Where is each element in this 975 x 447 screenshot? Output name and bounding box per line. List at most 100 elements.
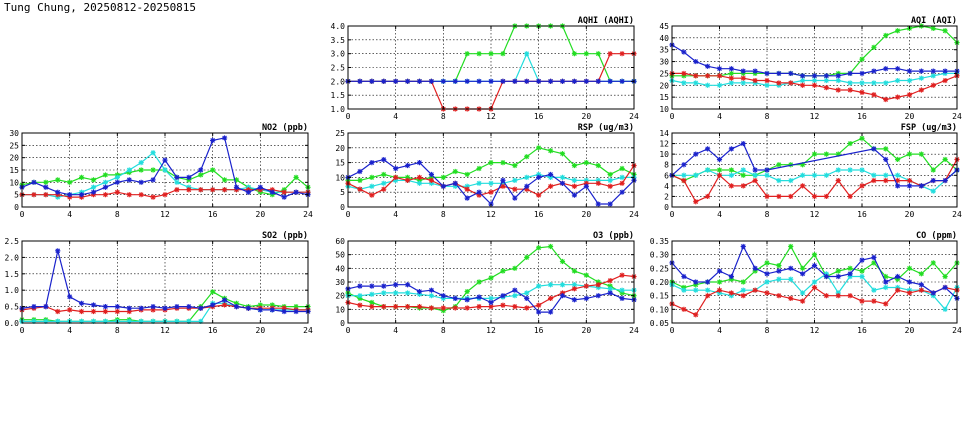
data-point-green (859, 268, 865, 274)
x-tick-label: 12 (810, 112, 820, 121)
data-point-red (823, 193, 829, 200)
data-point-red (476, 304, 482, 310)
data-point-red (823, 293, 829, 299)
data-point-red (705, 73, 711, 79)
data-point-blue (823, 273, 829, 280)
data-point-red (357, 186, 363, 192)
data-point-blue (393, 282, 399, 288)
x-tick-label: 20 (582, 326, 592, 335)
data-point-cyan (369, 291, 375, 297)
data-point-blue (800, 271, 806, 277)
data-point-blue (67, 294, 73, 300)
data-point-green (918, 271, 924, 277)
data-point-green (811, 151, 818, 157)
data-point-blue (404, 282, 411, 288)
data-point-green (716, 167, 723, 173)
data-point-green (895, 28, 901, 34)
y-tick-label: 1.0 (5, 286, 20, 295)
y-tick-label: 0 (340, 319, 345, 328)
y-tick-label: 10 (9, 178, 19, 187)
data-point-blue (452, 295, 458, 301)
x-tick-label: 24 (303, 326, 313, 335)
x-tick-label: 24 (629, 326, 639, 335)
data-point-blue (895, 66, 901, 72)
data-point-blue (571, 78, 578, 84)
data-point-cyan (906, 287, 913, 293)
data-point-red (150, 194, 156, 200)
data-point-blue (476, 189, 482, 195)
data-point-green (476, 165, 482, 172)
data-point-red (716, 73, 723, 79)
x-tick-label: 16 (857, 112, 867, 121)
y-tick-label: 0.0 (5, 319, 20, 328)
data-point-red (811, 193, 818, 200)
data-point-blue (559, 78, 566, 84)
data-point-blue (752, 265, 758, 271)
data-point-cyan (847, 167, 853, 173)
data-point-red (693, 312, 699, 318)
data-point-cyan (393, 290, 399, 296)
data-point-green (512, 162, 518, 169)
data-point-red (174, 187, 180, 193)
data-point-blue (942, 177, 948, 184)
data-point-red (126, 192, 132, 198)
data-point-blue (776, 70, 782, 77)
data-point-red (440, 305, 446, 311)
data-point-cyan (930, 73, 936, 79)
data-point-red (488, 189, 494, 195)
data-point-green (835, 268, 841, 274)
data-point-red (583, 180, 589, 186)
data-point-red (31, 192, 37, 198)
y-tick-label: 40 (335, 264, 345, 273)
y-tick-label: 4 (664, 182, 669, 191)
data-point-blue (452, 180, 458, 186)
data-point-green (547, 243, 554, 250)
data-point-cyan (800, 172, 806, 178)
data-point-cyan (464, 183, 470, 189)
data-point-green (871, 44, 877, 50)
data-point-cyan (500, 180, 506, 186)
data-point-cyan (930, 188, 936, 194)
data-point-green (571, 51, 578, 57)
x-tick-label: 20 (905, 326, 915, 335)
data-point-cyan (811, 77, 818, 84)
data-point-blue (369, 78, 375, 84)
data-point-green (500, 160, 506, 166)
data-point-cyan (126, 318, 132, 324)
data-point-red (906, 177, 913, 184)
data-point-green (728, 167, 734, 173)
data-point-red (536, 302, 542, 308)
data-point-green (835, 151, 841, 157)
data-point-red (67, 307, 73, 313)
data-point-red (619, 272, 625, 278)
data-point-green (906, 151, 913, 157)
data-point-green (883, 273, 889, 280)
data-point-cyan (150, 150, 156, 156)
chart-rsp: 0 4 8 12 16 20 24 0 5 10 15 20 25 RSP (ug/m3) (335, 123, 639, 219)
chart-title: AQI (AQI) (911, 16, 957, 26)
y-tick-label: 2.0 (331, 77, 346, 86)
x-tick-label: 4 (393, 210, 398, 219)
data-point-blue (381, 283, 387, 289)
data-point-green (883, 146, 889, 152)
data-point-cyan (847, 273, 853, 280)
data-point-blue (150, 304, 156, 310)
data-point-cyan (859, 167, 865, 173)
data-point-green (381, 171, 387, 178)
data-point-red (906, 290, 913, 296)
data-point-red (559, 290, 566, 296)
chart-title: O3 (ppb) (593, 231, 634, 241)
data-point-red (393, 304, 399, 310)
data-point-cyan (681, 172, 687, 178)
data-point-cyan (357, 293, 363, 299)
data-point-green (847, 265, 853, 271)
x-tick-label: 4 (67, 326, 72, 335)
data-point-green (847, 140, 853, 147)
data-point-blue (728, 273, 734, 280)
data-point-blue (174, 174, 180, 180)
x-tick-label: 0 (20, 326, 25, 335)
data-point-cyan (823, 77, 829, 84)
y-tick-label: 40 (659, 34, 669, 43)
data-point-blue (847, 271, 853, 277)
